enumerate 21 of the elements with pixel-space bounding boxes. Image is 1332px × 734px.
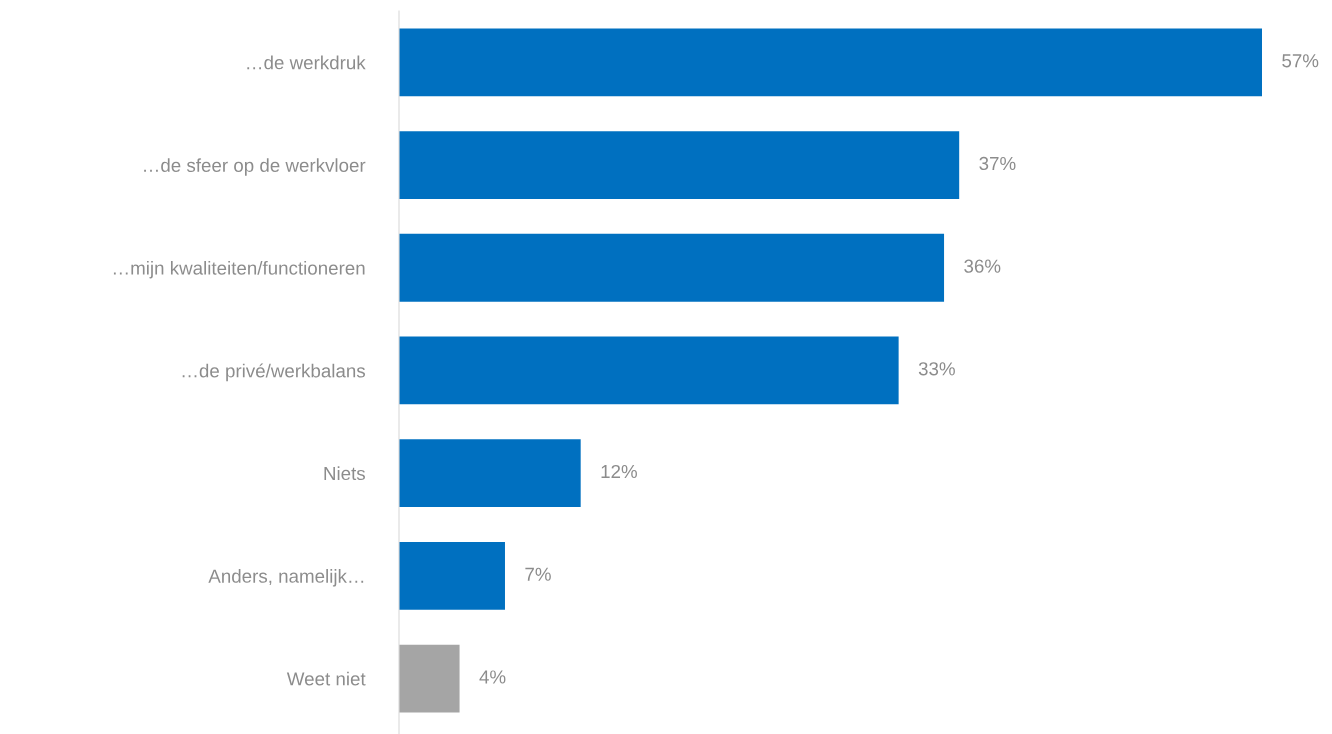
y-tick-label: …de sfeer op de werkvloer [144,158,366,176]
y-tick-label: …mijn kwaliteiten/functioneren [113,260,365,279]
bar [399,28,1262,97]
bar [399,644,460,713]
data-label: 36% [964,259,1001,273]
bar [399,541,505,610]
data-label: 37% [979,156,1016,171]
data-label: 7% [525,567,551,581]
data-label: 33% [918,362,955,376]
data-label: 57% [1282,54,1319,68]
y-tick-label: Weet niet [286,671,366,686]
bar [399,439,581,508]
bar [399,233,945,302]
bar [399,336,899,405]
y-tick-label: Niets [324,466,365,481]
data-label: 4% [479,670,506,684]
data-label: 12% [601,464,637,479]
y-tick-label: …de privé/werkbalans [182,363,365,382]
bar [399,131,960,199]
y-tick-label: Anders, namelijk… [208,569,364,587]
y-tick-label: …de werkdruk [247,55,366,70]
